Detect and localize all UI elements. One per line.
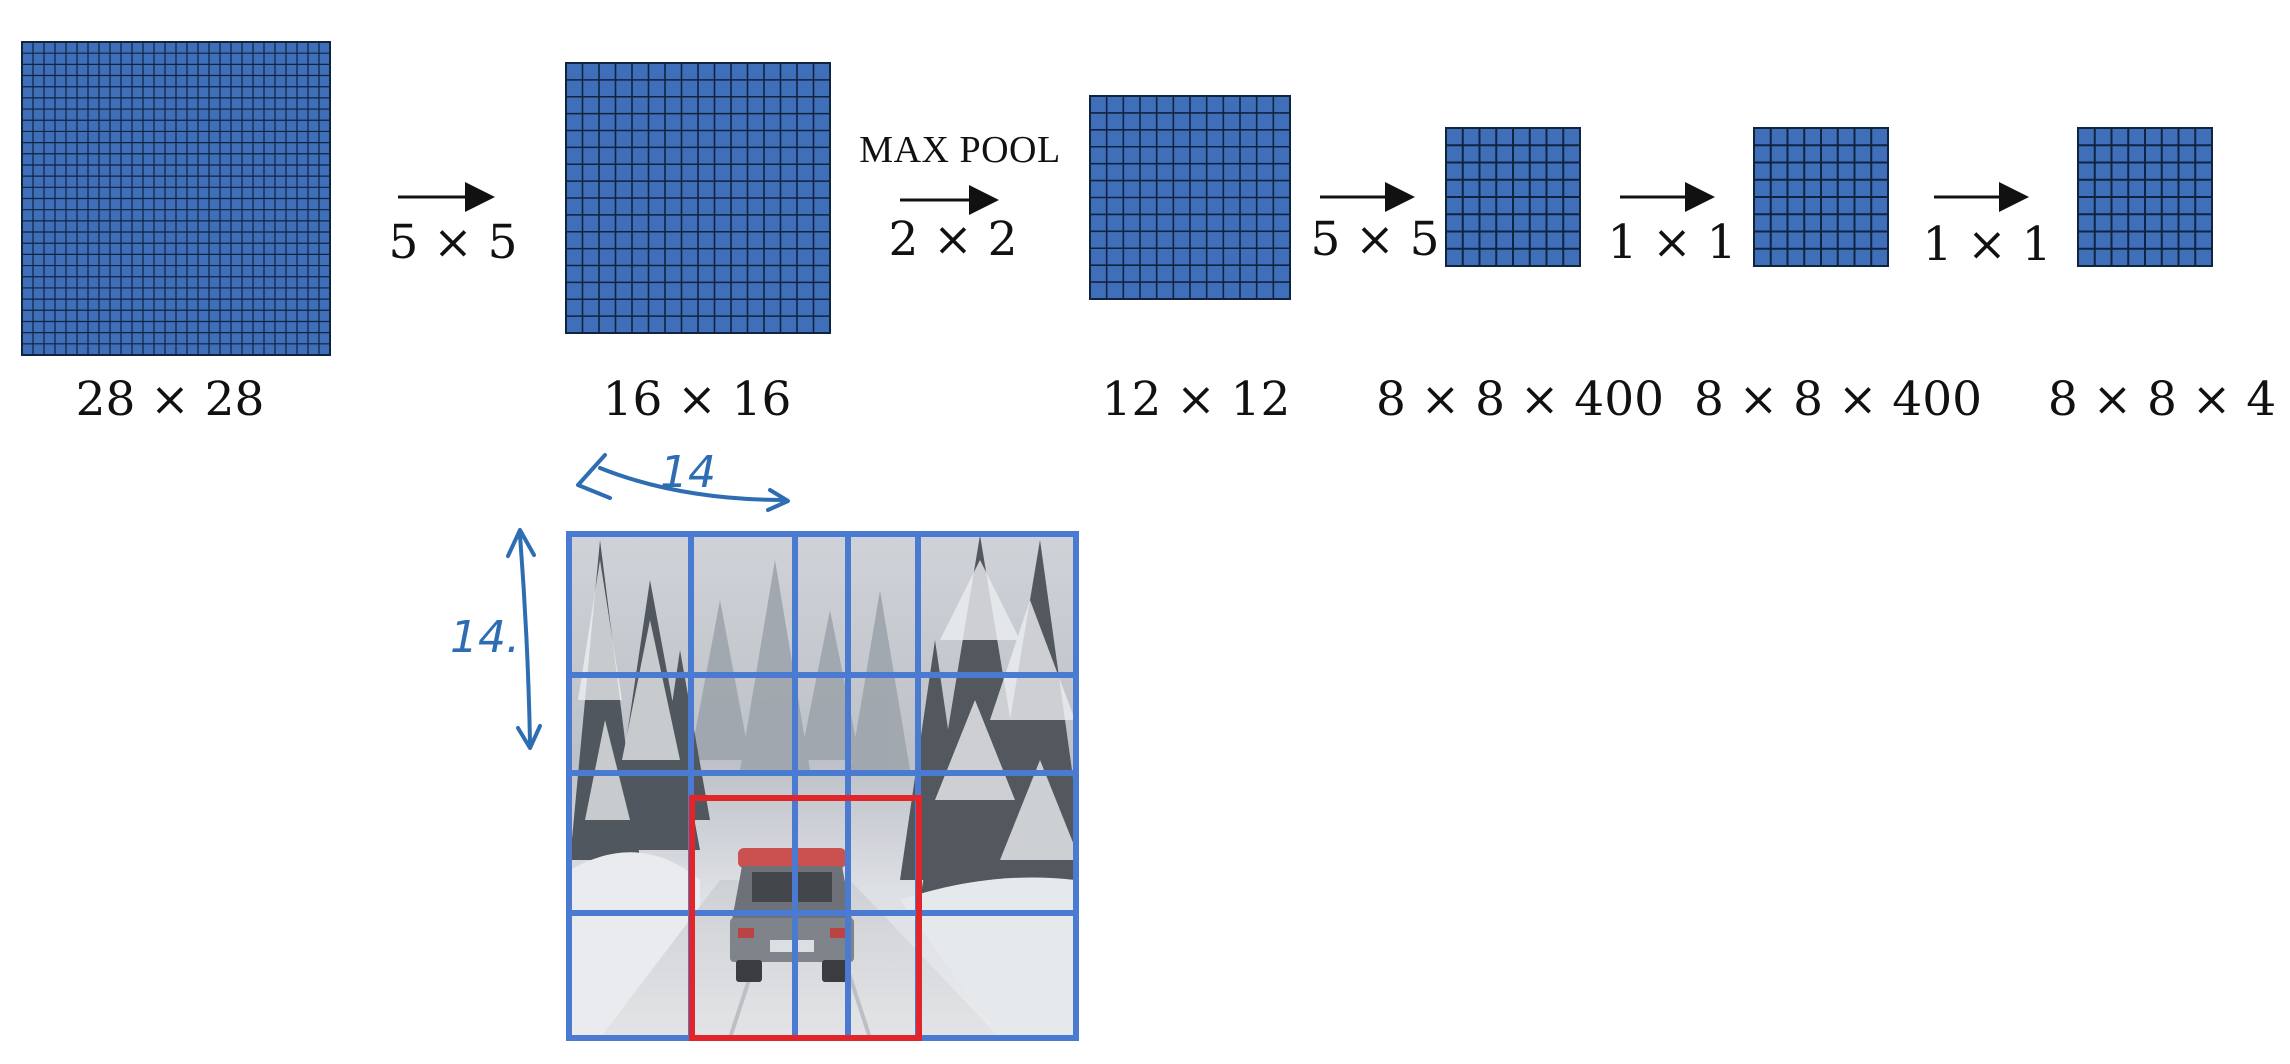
feature-map-28x28 [21, 41, 331, 356]
feature-map-8x8x4 [2077, 127, 2213, 267]
sliding-window-grid [566, 531, 1079, 1041]
feature-map-8x8x400-a [1445, 127, 1581, 267]
label-max-pool: MAX POOL [859, 129, 1060, 171]
snow-road-photo [570, 535, 1075, 1038]
label-28x28: 28 × 28 [76, 372, 265, 427]
width-annotation-label: 14 [660, 447, 716, 498]
label-op-3: 5 × 5 [1310, 212, 1439, 267]
width-annotation [576, 453, 790, 512]
label-8x8x400-b: 8 × 8 × 400 [1694, 372, 1982, 427]
feature-map-12x12 [1089, 95, 1291, 300]
label-op-2: 2 × 2 [888, 212, 1017, 267]
label-12x12: 12 × 12 [1102, 372, 1291, 427]
label-op-4: 1 × 1 [1607, 215, 1736, 270]
height-annotation-label: 14. [450, 612, 520, 663]
height-annotation [506, 528, 542, 750]
feature-map-16x16 [565, 62, 831, 334]
highlighted-window [689, 795, 922, 1041]
label-8x8x4: 8 × 8 × 4 [2048, 372, 2276, 427]
label-op-1: 5 × 5 [388, 215, 517, 270]
label-op-5: 1 × 1 [1922, 217, 2051, 272]
label-16x16: 16 × 16 [603, 372, 792, 427]
feature-map-8x8x400-b [1753, 127, 1889, 267]
label-8x8x400-a: 8 × 8 × 400 [1376, 372, 1664, 427]
